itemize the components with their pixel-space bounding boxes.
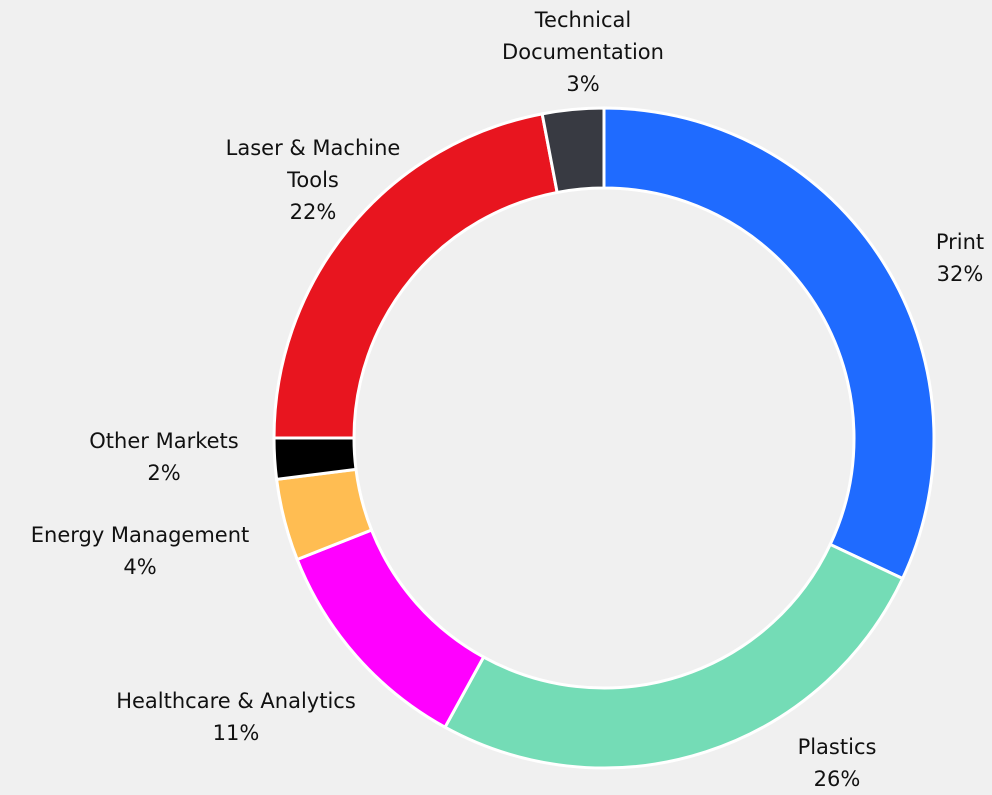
slice-label: Print 32%	[936, 226, 984, 290]
slice-label: Other Markets 2%	[89, 425, 238, 489]
slice-label: Healthcare & Analytics 11%	[116, 685, 356, 749]
donut-slice	[602, 106, 936, 581]
slice-label: Energy Management 4%	[31, 519, 250, 583]
value-label: 22%	[289, 200, 337, 224]
category-label: Laser & Machine Tools	[225, 136, 401, 192]
category-label: Other Markets	[89, 429, 239, 453]
value-label: 32%	[936, 262, 984, 286]
category-label: Print	[935, 230, 985, 254]
value-label: 11%	[212, 721, 260, 745]
slice-label: Plastics 26%	[798, 731, 877, 795]
value-label: 2%	[147, 461, 181, 485]
category-label: Energy Management	[30, 523, 250, 547]
category-label: Technical Documentation	[502, 8, 664, 64]
donut-slice	[442, 542, 905, 770]
category-label: Plastics	[797, 735, 877, 759]
slice-label: Technical Documentation 3%	[483, 4, 683, 100]
slice-label: Laser & Machine Tools 22%	[213, 132, 413, 228]
value-label: 26%	[813, 767, 861, 791]
category-label: Healthcare & Analytics	[116, 689, 356, 713]
value-label: 4%	[123, 555, 157, 579]
donut-slice	[540, 106, 606, 195]
value-label: 3%	[566, 72, 600, 96]
